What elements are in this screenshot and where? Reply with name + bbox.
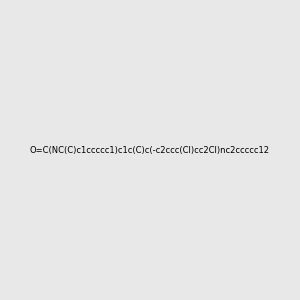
Text: O=C(NC(C)c1ccccc1)c1c(C)c(-c2ccc(Cl)cc2Cl)nc2ccccc12: O=C(NC(C)c1ccccc1)c1c(C)c(-c2ccc(Cl)cc2C… bbox=[30, 146, 270, 154]
